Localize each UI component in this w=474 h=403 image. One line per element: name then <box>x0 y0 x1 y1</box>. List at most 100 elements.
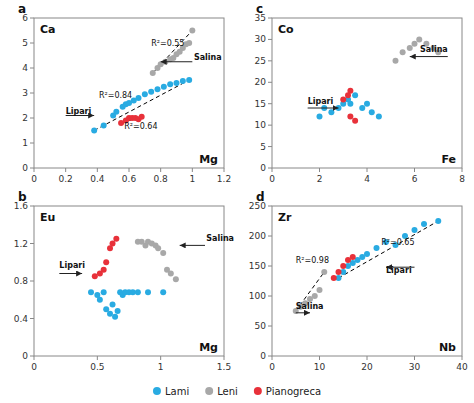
trend-line <box>94 80 189 131</box>
legend-label: Leni <box>217 386 238 397</box>
point <box>113 109 119 115</box>
panel-title: Ca <box>40 23 56 36</box>
marks <box>293 218 442 314</box>
point <box>364 101 370 107</box>
point <box>161 84 167 90</box>
point <box>103 306 109 312</box>
point <box>112 314 118 320</box>
legend-item: Leni <box>205 386 238 397</box>
x-tick-label: 20 <box>361 362 373 372</box>
point <box>136 95 142 101</box>
point <box>347 101 353 107</box>
point <box>416 36 422 42</box>
x-tick <box>34 356 35 360</box>
x-tick <box>414 168 415 172</box>
r2-annotation: R²=0.64 <box>124 122 157 131</box>
arrow-label: Lipari <box>386 266 412 275</box>
legend: LamiLeniPianogreca <box>153 386 321 397</box>
y-tick <box>268 18 272 19</box>
panel-title: Co <box>278 23 294 36</box>
panel-title: Zr <box>278 211 292 224</box>
point <box>347 114 353 120</box>
point <box>88 289 94 295</box>
legend-swatch <box>153 387 161 395</box>
x-tick <box>462 168 463 172</box>
point <box>352 92 358 98</box>
y-tick <box>268 82 272 83</box>
y-tick-label: 30 <box>255 34 267 44</box>
x-label: Mg <box>199 153 218 166</box>
point <box>186 40 192 46</box>
legend-swatch <box>205 387 213 395</box>
point <box>91 128 97 134</box>
x-tick-label: 0.5 <box>90 362 104 372</box>
x-tick <box>319 168 320 172</box>
x-tick <box>97 356 98 360</box>
x-tick-label: 1.2 <box>217 174 231 184</box>
y-tick <box>30 43 34 44</box>
x-tick <box>224 168 225 172</box>
x-label: Fe <box>441 153 456 166</box>
point <box>167 81 173 87</box>
point <box>369 109 375 115</box>
x-tick-label: 30 <box>409 362 421 372</box>
point <box>92 273 98 279</box>
x-label: Nb <box>439 341 456 354</box>
y-tick <box>268 326 272 327</box>
x-tick <box>160 356 161 360</box>
panel-letter: b <box>18 190 27 204</box>
y-tick <box>30 18 34 19</box>
x-tick <box>367 168 368 172</box>
point <box>103 259 109 265</box>
points <box>293 218 442 314</box>
x-tick-label: 0.2 <box>59 174 73 184</box>
point <box>150 70 156 76</box>
x-tick-label: 0.8 <box>154 174 169 184</box>
x-tick-label: 40 <box>456 362 468 372</box>
r2-annotation: R²=0.55 <box>151 39 184 48</box>
trend-line <box>296 272 325 311</box>
y-tick-label: 200 <box>249 231 266 241</box>
y-tick-label: 10 <box>255 120 267 130</box>
point <box>155 245 161 251</box>
y-tick-label: 5 <box>22 38 28 48</box>
point <box>135 289 141 295</box>
y-tick <box>268 39 272 40</box>
point <box>107 311 113 317</box>
legend-label: Lami <box>165 386 189 397</box>
point <box>174 80 180 86</box>
x-tick-label: 4 <box>364 174 370 184</box>
point <box>340 96 346 102</box>
x-tick-label: 0 <box>269 362 275 372</box>
y-tick <box>30 93 34 94</box>
point <box>160 289 166 295</box>
x-label: Mg <box>199 341 218 354</box>
r2-annotation: R²=0.98 <box>296 256 329 265</box>
panel: 0246805101520253035CoFecSalinaLipari <box>255 2 466 184</box>
x-tick <box>97 168 98 172</box>
y-tick <box>30 243 34 244</box>
y-tick-label: 5 <box>260 142 266 152</box>
y-tick-label: 100 <box>249 291 266 301</box>
x-tick-label: 0.4 <box>90 174 105 184</box>
point <box>110 301 116 307</box>
x-tick <box>319 356 320 360</box>
y-tick <box>268 168 272 169</box>
x-tick-label: 1.5 <box>217 362 231 372</box>
point <box>101 123 107 129</box>
legend-swatch <box>254 387 262 395</box>
arrow-label: Salina <box>206 234 234 243</box>
point <box>115 308 121 314</box>
y-tick <box>30 356 34 357</box>
y-tick <box>30 118 34 119</box>
y-tick <box>268 103 272 104</box>
arrow-label: Lipari <box>308 97 334 106</box>
x-tick <box>129 168 130 172</box>
point <box>186 77 192 83</box>
panel-letter: a <box>18 2 26 16</box>
arrow <box>308 108 339 109</box>
point <box>142 91 148 97</box>
y-tick-label: 1.2 <box>14 239 28 249</box>
point <box>97 297 103 303</box>
point <box>180 78 186 84</box>
